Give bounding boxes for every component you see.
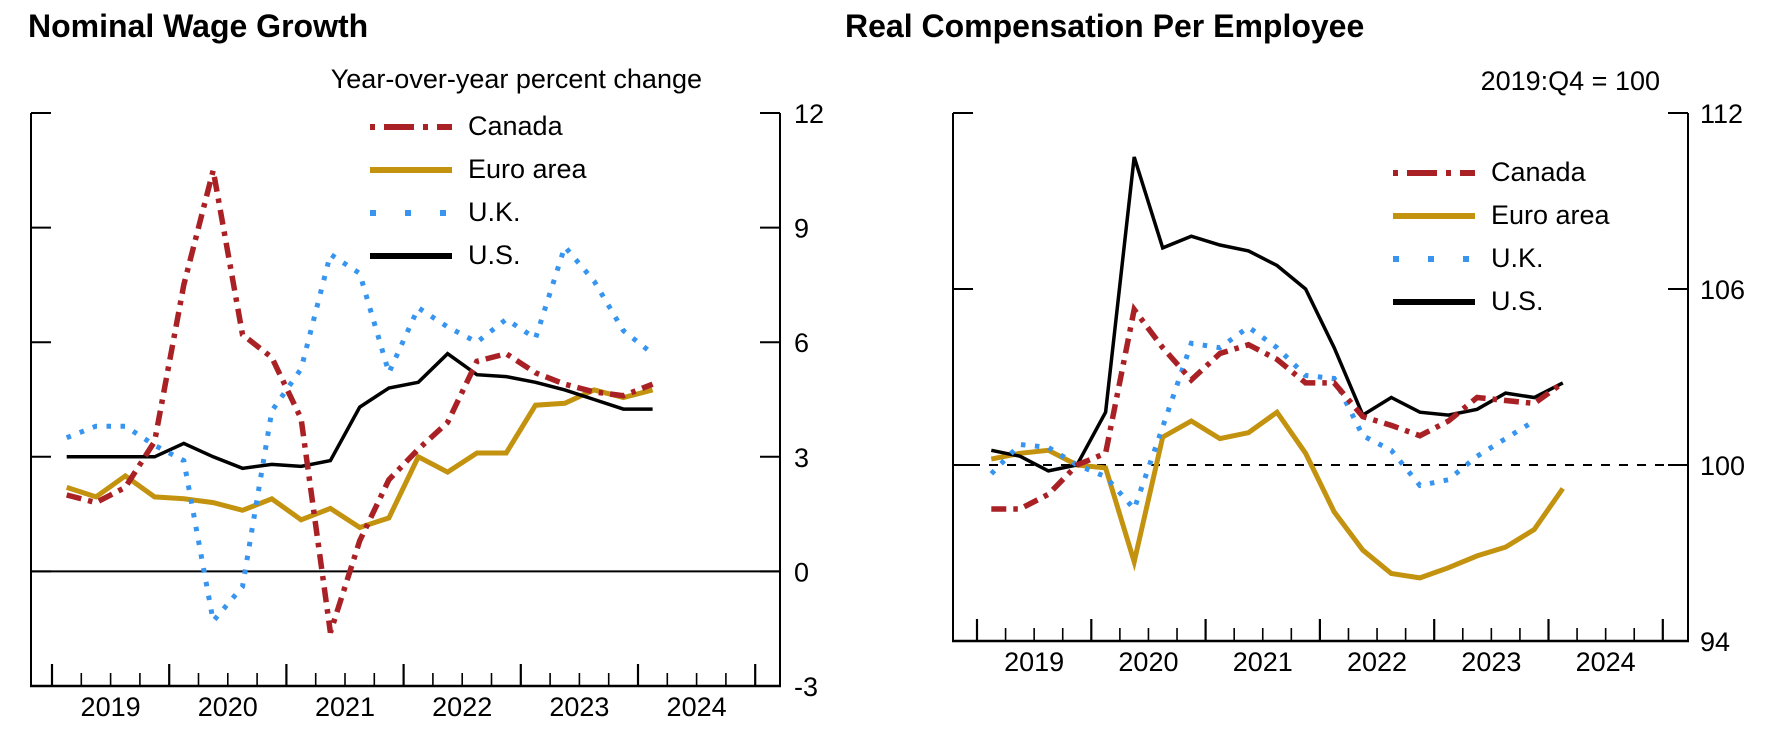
legend-label: U.K. (468, 197, 521, 227)
svg-text:106: 106 (1700, 275, 1745, 305)
legend-label: Canada (1491, 157, 1586, 187)
left-chart-units-label: Year-over-year percent change (330, 64, 702, 94)
svg-text:2020: 2020 (198, 692, 258, 722)
us-line-swatch-icon (1393, 298, 1475, 305)
svg-text:2019: 2019 (81, 692, 141, 722)
left-chart-title: Nominal Wage Growth (28, 8, 369, 44)
legend-item-us: U.S. (1391, 280, 1610, 323)
legend-label: Euro area (468, 154, 587, 184)
legend-item-uk: U.K. (368, 191, 587, 234)
legend-label: Canada (468, 111, 563, 141)
legend-item-us: U.S. (368, 234, 587, 277)
svg-text:2021: 2021 (1233, 647, 1293, 677)
legend-label: U.K. (1491, 243, 1544, 273)
uk-line-swatch-icon (1393, 255, 1475, 262)
svg-text:2023: 2023 (1461, 647, 1521, 677)
right-chart-units-label: 2019:Q4 = 100 (1480, 66, 1660, 96)
euro-area-line-swatch-icon (1393, 212, 1475, 219)
legend-item-euro-area: Euro area (368, 148, 587, 191)
euro-area-line-swatch-icon (370, 166, 452, 173)
legend-item-uk: U.K. (1391, 237, 1610, 280)
svg-text:2021: 2021 (315, 692, 375, 722)
uk-line-swatch-icon (370, 209, 452, 216)
legend-item-canada: Canada (1391, 151, 1610, 194)
svg-text:2022: 2022 (1347, 647, 1407, 677)
right-chart-title: Real Compensation Per Employee (845, 8, 1365, 44)
svg-text:2022: 2022 (432, 692, 492, 722)
canada-line-swatch-icon (1393, 169, 1475, 176)
svg-text:2024: 2024 (1576, 647, 1636, 677)
svg-text:2024: 2024 (667, 692, 727, 722)
legend-label: U.S. (1491, 286, 1544, 316)
svg-text:-3: -3 (794, 672, 818, 702)
svg-text:112: 112 (1700, 99, 1743, 129)
svg-text:100: 100 (1700, 451, 1745, 481)
legend-label: Euro area (1491, 200, 1610, 230)
svg-text:2020: 2020 (1118, 647, 1178, 677)
svg-text:6: 6 (794, 328, 809, 358)
left-chart-legend: Canada Euro area U.K. U.S. (368, 105, 587, 277)
us-line-swatch-icon (370, 252, 452, 259)
legend-item-canada: Canada (368, 105, 587, 148)
svg-text:2019: 2019 (1004, 647, 1064, 677)
right-chart-legend: Canada Euro area U.K. U.S. (1391, 151, 1610, 323)
canada-line-swatch-icon (370, 123, 452, 130)
svg-text:94: 94 (1700, 627, 1730, 657)
legend-item-euro-area: Euro area (1391, 194, 1610, 237)
svg-text:9: 9 (794, 214, 809, 244)
svg-text:3: 3 (794, 443, 809, 473)
svg-text:2023: 2023 (549, 692, 609, 722)
svg-text:12: 12 (794, 99, 824, 129)
legend-label: U.S. (468, 240, 521, 270)
svg-text:0: 0 (794, 557, 809, 587)
